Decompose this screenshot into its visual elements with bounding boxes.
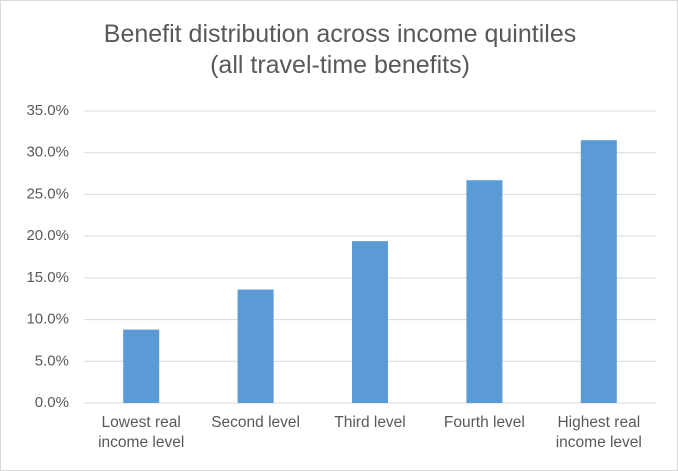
y-tick-label: 20.0% — [26, 227, 69, 244]
y-tick-label: 5.0% — [35, 352, 69, 369]
x-tick-label: Third level — [334, 414, 406, 431]
y-tick-label: 25.0% — [26, 185, 69, 202]
x-tick-label: Second level — [211, 414, 300, 431]
y-tick-label: 30.0% — [26, 144, 69, 161]
x-tick-label: Fourth level — [443, 414, 525, 431]
x-tick-label: Highest real income level — [555, 414, 642, 451]
y-tick-label: 15.0% — [26, 269, 69, 286]
bar — [237, 289, 274, 403]
bar — [466, 180, 503, 403]
chart-title: Benefit distribution across income quint… — [103, 20, 577, 79]
bar — [352, 241, 388, 403]
bar — [580, 140, 617, 403]
y-tick-label: 10.0% — [26, 311, 69, 328]
x-tick-label: Lowest real income level — [98, 414, 185, 451]
y-tick-label: 0.0% — [35, 394, 69, 411]
y-tick-label: 35.0% — [26, 102, 69, 119]
bar — [123, 329, 160, 403]
